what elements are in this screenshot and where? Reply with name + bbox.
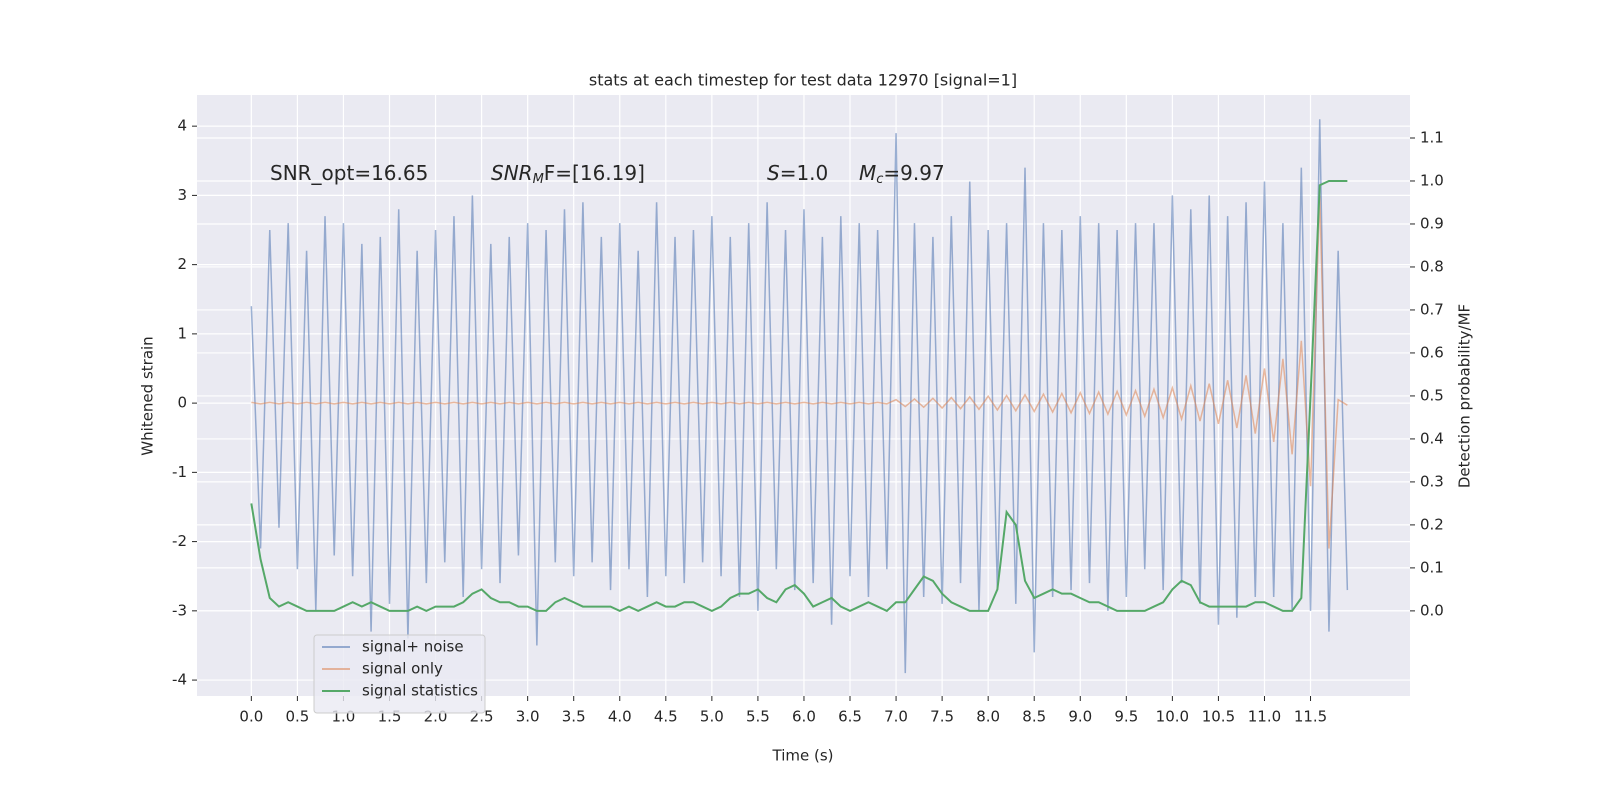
legend-label: signal only: [362, 660, 443, 678]
y2-tick-label: 0.7: [1420, 300, 1444, 318]
y2-tick-label: 0.6: [1420, 343, 1444, 361]
x-tick-label: 10.5: [1202, 708, 1235, 726]
x-tick-label: 5.0: [700, 708, 724, 726]
annotation-italic: S: [767, 161, 780, 185]
y-tick-label: 0: [177, 394, 187, 412]
y2-tick-label: 0.9: [1420, 214, 1444, 232]
y-tick-label: 3: [177, 186, 187, 204]
annotation: Mc=9.97: [859, 161, 945, 187]
y2-axis-label: Detection probability/MF: [1456, 304, 1474, 488]
x-tick-label: 7.5: [930, 708, 954, 726]
legend-label: signal+ noise: [362, 638, 464, 656]
x-tick-label: 3.0: [516, 708, 540, 726]
y2-tick-label: 0.4: [1420, 429, 1444, 447]
y-tick-label: -4: [172, 671, 187, 689]
chart-title: stats at each timestep for test data 129…: [589, 71, 1017, 90]
series-line: [250, 179, 1348, 613]
x-tick-label: 8.0: [976, 708, 1000, 726]
annotation-text: SNR_opt=16.65: [270, 161, 428, 185]
x-tick-label: 8.5: [1022, 708, 1046, 726]
annotation-sub: M: [533, 172, 544, 187]
y2-tick-label: 1.1: [1420, 128, 1444, 146]
y2-tick-label: 1.0: [1420, 171, 1444, 189]
annotation-sub: c: [876, 172, 883, 187]
x-tick-label: 10.0: [1156, 708, 1189, 726]
annotation-text: F=[16.19]: [544, 161, 645, 185]
x-tick-label: 6.0: [792, 708, 816, 726]
x-tick-label: 9.5: [1114, 708, 1138, 726]
y2-tick-label: 0.2: [1420, 515, 1444, 533]
annotation-italic: SNR: [491, 161, 533, 185]
annotation: SNR_opt=16.65: [270, 161, 428, 185]
x-tick-label: 4.0: [608, 708, 632, 726]
x-tick-label: 4.5: [654, 708, 678, 726]
series-line: [250, 119, 1349, 674]
x-axis-label: Time (s): [772, 747, 834, 765]
annotation-text: =9.97: [883, 161, 944, 185]
series-line: [251, 195, 1348, 549]
legend-box: [313, 634, 486, 714]
annotation-italic: M: [859, 161, 876, 185]
x-tick-label: 11.5: [1294, 708, 1327, 726]
y-tick-label: 4: [177, 117, 187, 135]
y-tick-label: 2: [177, 255, 187, 273]
x-tick-label: 0.5: [285, 708, 309, 726]
x-tick-label: 3.5: [562, 708, 586, 726]
x-tick-label: 6.5: [838, 708, 862, 726]
annotation: S=1.0: [767, 161, 828, 185]
x-tick-label: 7.0: [884, 708, 908, 726]
x-tick-label: 9.0: [1068, 708, 1092, 726]
annotation-text: =1.0: [780, 161, 829, 185]
x-tick-label: 11.0: [1248, 708, 1281, 726]
y2-tick-label: 0.5: [1420, 386, 1444, 404]
y2-tick-label: 0.3: [1420, 472, 1444, 490]
y-tick-label: -2: [172, 532, 187, 550]
y2-tick-label: 0.1: [1420, 558, 1444, 576]
annotation: SNRMF=[16.19]: [491, 161, 645, 187]
y-tick-label: -1: [172, 463, 187, 481]
x-tick-label: 5.5: [746, 708, 770, 726]
y-axis-label: Whitened strain: [139, 336, 157, 455]
y-tick-label: -3: [172, 601, 187, 619]
y2-tick-label: 0.0: [1420, 601, 1444, 619]
y-tick-label: 1: [177, 324, 187, 342]
legend-label: signal statistics: [362, 682, 478, 700]
x-tick-label: 0.0: [239, 708, 263, 726]
y2-tick-label: 0.8: [1420, 257, 1444, 275]
